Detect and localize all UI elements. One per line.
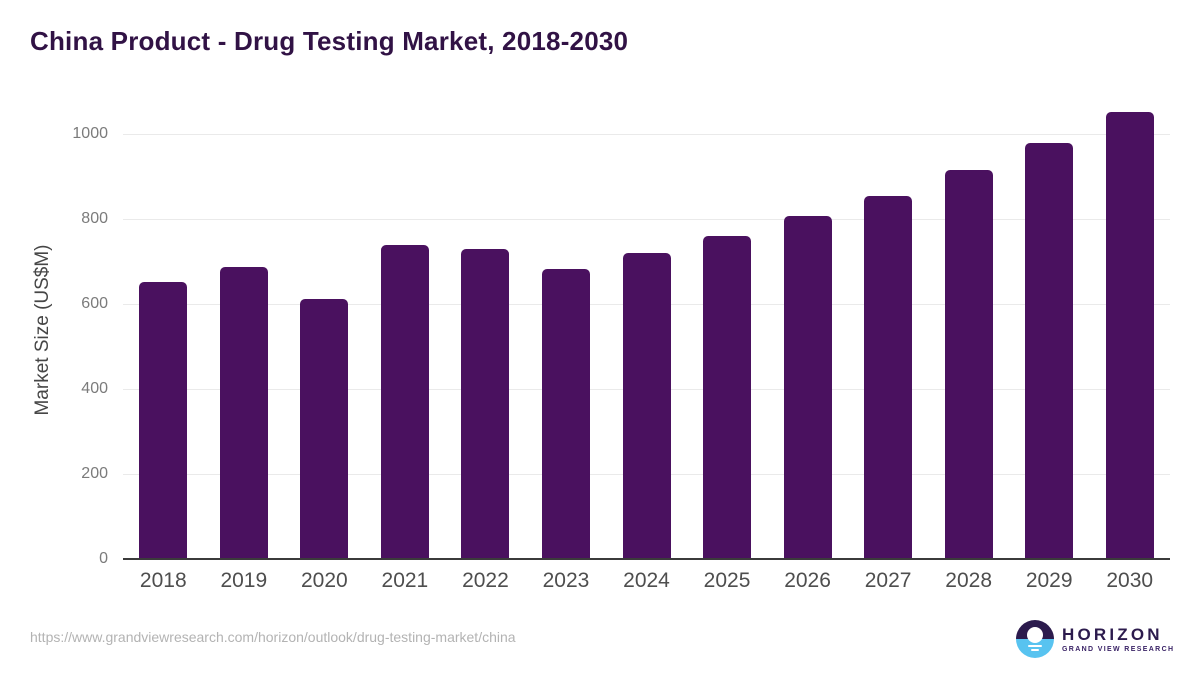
sun-reflection-line [1031, 649, 1039, 651]
sun-icon [1027, 627, 1043, 643]
x-label-2023: 2023 [542, 569, 590, 592]
x-label-2020: 2020 [300, 569, 348, 592]
x-label-2028: 2028 [945, 569, 992, 592]
plot-area: 2018 2019 2020 2021 2022 2023 2024 2025 2026 2027… [123, 105, 1170, 592]
bar-2025[interactable] [703, 235, 752, 559]
bar-2019[interactable] [219, 267, 268, 559]
gridline-800 [123, 218, 1170, 220]
y-tick-label-400: 400 [81, 379, 108, 397]
logo-text: HORIZON GRAND VIEW RESEARCH [1062, 626, 1174, 653]
bar-2027[interactable] [864, 195, 913, 559]
horizon-logo: HORIZON GRAND VIEW RESEARCH [1016, 620, 1174, 658]
x-label-2022: 2022 [462, 569, 509, 592]
y-tick-label-1000: 1000 [72, 124, 108, 142]
bar-2028[interactable] [944, 170, 993, 559]
bar-2024[interactable] [622, 252, 671, 559]
bar-2026[interactable] [783, 216, 832, 559]
x-label-2030: 2030 [1106, 569, 1154, 592]
y-axis-tick-labels: 0 200 400 600 800 1000 [13, 105, 108, 567]
x-label-2025: 2025 [703, 569, 751, 592]
x-label-2027: 2027 [864, 569, 912, 592]
x-label-2029: 2029 [1025, 569, 1073, 592]
logo-subtitle: GRAND VIEW RESEARCH [1062, 645, 1175, 653]
bar-2022[interactable] [461, 249, 510, 559]
x-label-2021: 2021 [381, 569, 429, 592]
chart-title: China Product - Drug Testing Market, 201… [30, 26, 629, 56]
x-axis-line [123, 558, 1170, 560]
x-label-2018: 2018 [139, 569, 187, 592]
bar-2030[interactable] [1105, 111, 1154, 559]
bar-2020[interactable] [300, 299, 349, 559]
bar-2023[interactable] [541, 269, 590, 559]
source-url: https://www.grandviewresearch.com/horizo… [30, 629, 516, 645]
sun-reflection-line [1028, 644, 1042, 648]
y-tick-label-0: 0 [99, 550, 108, 567]
y-tick-label-600: 600 [81, 294, 108, 312]
bar-2021[interactable] [380, 244, 429, 559]
y-tick-label-200: 200 [81, 464, 108, 482]
x-label-2019: 2019 [220, 569, 268, 592]
logo-name: HORIZON [1062, 624, 1163, 644]
horizon-logo-icon [1016, 620, 1054, 658]
x-label-2024: 2024 [623, 569, 670, 592]
bar-2018[interactable] [139, 282, 188, 559]
x-label-2026: 2026 [784, 569, 831, 592]
bar-2029[interactable] [1025, 143, 1074, 559]
y-tick-label-800: 800 [81, 209, 108, 227]
gridline-1000 [123, 133, 1170, 135]
